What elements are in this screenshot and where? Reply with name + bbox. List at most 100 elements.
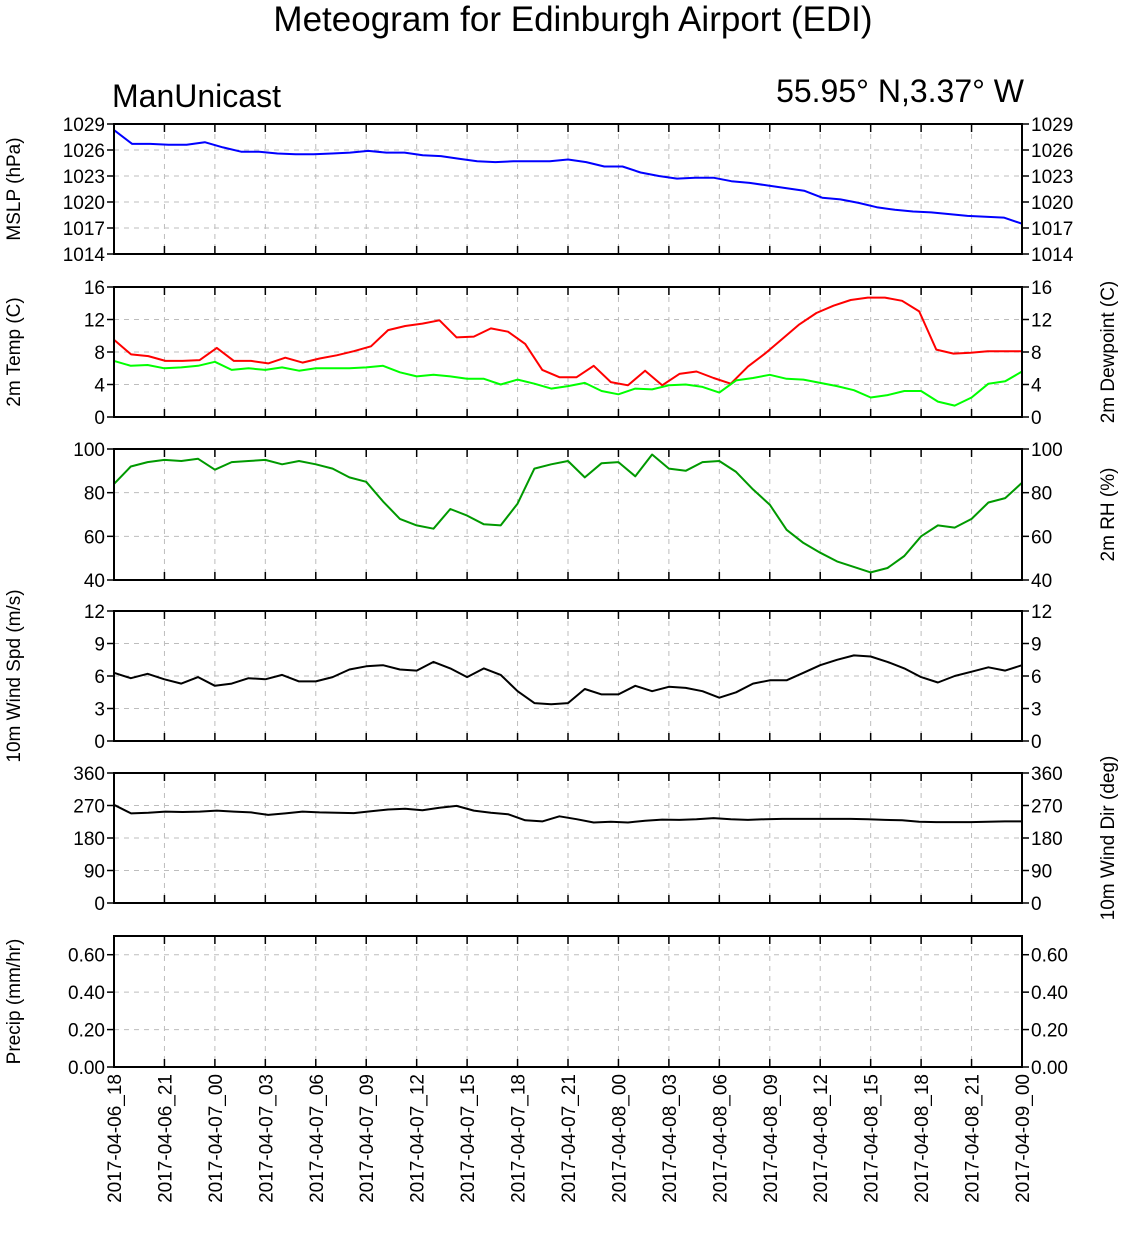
y-tick-label-right: 1023 [1031,167,1073,188]
panel-frame [113,772,1023,904]
y-tick-label-right: 270 [1031,797,1063,818]
panel-frame [113,123,1023,255]
x-tick-label: 2017-04-06_21 [155,1074,176,1203]
y-tick-label-right: 8 [1031,343,1042,364]
y-tick-label-right: 0.40 [1031,983,1068,1004]
panel-frame [113,610,1023,742]
y-tick-label-right: 0 [1031,894,1042,915]
y-tick-label-right: 1029 [1031,115,1073,136]
y-tick-label-left: 8 [94,343,105,364]
y-tick-label-left: 0 [94,408,105,429]
y-tick-label-right: 1020 [1031,193,1073,214]
y-tick-label-left: 1023 [63,167,105,188]
x-tick-label: 2017-04-08_21 [963,1074,984,1203]
y-tick-label-left: 60 [84,527,105,548]
y-tick-label-left: 12 [84,311,105,332]
y-tick-label-left: 0 [94,732,105,753]
y-axis-title-right: 10m Wind Dir (deg) [1098,756,1119,921]
y-tick-label-right: 180 [1031,829,1063,850]
y-axis-title-left: Precip (mm/hr) [4,939,25,1065]
x-tick-label: 2017-04-08_15 [862,1074,883,1203]
y-tick-label-right: 16 [1031,278,1052,299]
y-tick-label-left: 90 [84,862,105,883]
y-tick-label-right: 80 [1031,484,1052,505]
y-tick-label-right: 360 [1031,764,1063,785]
y-tick-label-left: 0 [94,894,105,915]
x-tick-label: 2017-04-09_00 [1013,1074,1034,1203]
y-tick-label-right: 0 [1031,408,1042,429]
x-tick-label: 2017-04-08_09 [761,1074,782,1203]
y-tick-label-right: 3 [1031,700,1042,721]
y-tick-label-left: 1020 [63,193,105,214]
panel-mslp: 1014 1014 1017 1017 1020 1020 1023 1023 1026 1026… [4,115,1074,266]
y-axis-title-left: 2m Temp (C) [4,297,25,406]
y-axis-title-left: MSLP (hPa) [4,137,25,240]
y-tick-label-right: 1026 [1031,141,1073,162]
panel-frame [113,286,1023,418]
y-tick-label-right: 40 [1031,571,1052,592]
y-axis-title-left: 10m Wind Spd (m/s) [4,589,25,762]
y-tick-label-right: 9 [1031,635,1042,656]
y-tick-label-right: 12 [1031,602,1052,623]
y-tick-label-right: 0.20 [1031,1021,1068,1042]
model-name: ManUnicast [112,78,281,114]
y-tick-label-left: 16 [84,278,105,299]
y-tick-label-right: 100 [1031,440,1063,461]
y-tick-label-left: 40 [84,571,105,592]
y-tick-label-left: 12 [84,602,105,623]
y-tick-label-left: 6 [94,667,105,688]
y-tick-label-right: 90 [1031,862,1052,883]
panel-frame [113,935,1023,1068]
y-tick-label-left: 4 [94,376,105,397]
x-tick-label: 2017-04-07_03 [256,1074,277,1203]
y-tick-label-right: 0.60 [1031,946,1068,967]
y-tick-label-left: 0.00 [68,1058,105,1079]
x-tick-label: 2017-04-08_03 [660,1074,681,1203]
y-tick-label-left: 0.60 [68,946,105,967]
y-tick-label-right: 0.00 [1031,1058,1068,1079]
panel-frame [113,448,1023,581]
series-line-temp-1 [113,359,1023,407]
location-coordinates: 55.95° N,3.37° W [776,73,1025,109]
series-line-rh-0 [113,453,1023,574]
series-line-temp-0 [113,296,1022,387]
y-tick-label-left: 1029 [63,115,105,136]
y-tick-label-left: 0.20 [68,1021,105,1042]
y-tick-label-left: 1017 [63,219,105,240]
y-tick-label-right: 1017 [1031,219,1073,240]
y-tick-label-left: 270 [73,797,105,818]
x-tick-label: 2017-04-07_15 [458,1074,479,1203]
y-tick-label-right: 60 [1031,527,1052,548]
y-tick-label-right: 12 [1031,311,1052,332]
y-tick-label-right: 4 [1031,376,1042,397]
y-tick-label-left: 0.40 [68,983,105,1004]
panel-wdir: 0 0 90 90 180 180 270 270 360 360 10m Wind Dir (de… [73,756,1119,921]
chart-title: Meteogram for Edinburgh Airport (EDI) [273,0,872,39]
series-line-mslp-0 [113,129,1023,225]
x-tick-label: 2017-04-07_09 [357,1074,378,1203]
x-tick-label: 2017-04-08_06 [710,1074,731,1203]
y-tick-label-left: 3 [94,700,105,721]
x-tick-label: 2017-04-08_18 [912,1074,933,1203]
x-axis-labels: 2017-04-06_18 2017-04-06_21 2017-04-07_00 2… [105,1074,1034,1203]
panel-precip: 0.00 0.00 0.20 0.20 0.40 0.40 0.60 0.60 Precip (… [4,935,1068,1079]
x-tick-label: 2017-04-07_06 [307,1074,328,1203]
series-line-wspd-0 [113,654,1023,706]
panel-wspd: 0 0 3 3 6 6 9 9 12 12 10m Wind Spd (m/s) [4,589,1052,762]
panel-rh: 40 40 60 60 80 80 100 100 2m RH (%) [73,440,1119,592]
y-tick-label-left: 9 [94,635,105,656]
y-tick-label-left: 100 [73,440,105,461]
x-tick-label: 2017-04-08_00 [609,1074,630,1203]
x-tick-label: 2017-04-07_12 [408,1074,429,1203]
y-tick-label-left: 1014 [63,245,106,266]
y-tick-label-left: 360 [73,764,105,785]
y-tick-label-left: 1026 [63,141,105,162]
x-tick-label: 2017-04-07_18 [509,1074,530,1203]
y-tick-label-left: 80 [84,484,105,505]
y-tick-label-right: 1014 [1031,245,1074,266]
y-tick-label-right: 6 [1031,667,1042,688]
y-axis-title-right: 2m Dewpoint (C) [1098,281,1119,424]
y-tick-label-left: 180 [73,829,105,850]
